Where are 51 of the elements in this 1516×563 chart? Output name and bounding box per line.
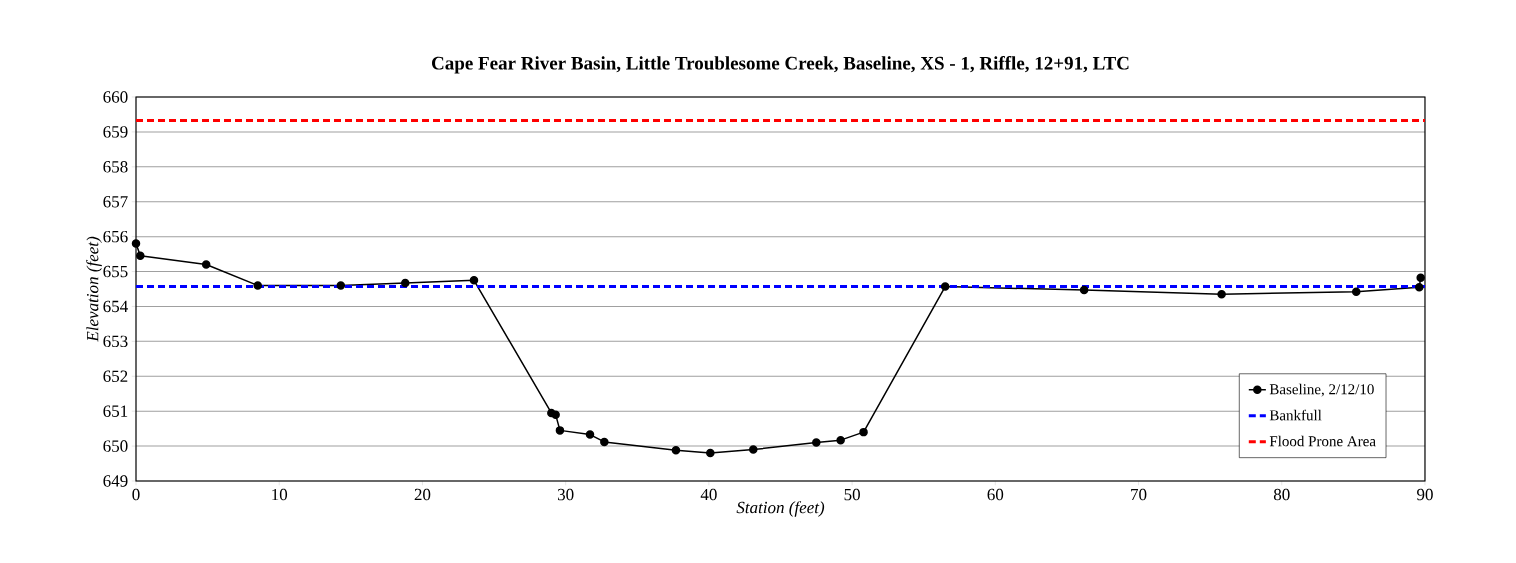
y-tick-label: 650: [103, 440, 128, 452]
x-tick-label: 0: [132, 488, 140, 501]
x-tick-label: 90: [1417, 488, 1433, 501]
point: [1416, 273, 1425, 283]
y-tick-label: 652: [103, 370, 128, 382]
y-tick-label: 649: [103, 475, 128, 487]
point: [600, 437, 609, 447]
point: [749, 445, 758, 454]
x-tick-label: 40: [700, 488, 717, 501]
point: [401, 278, 410, 288]
y-tick-label: 654: [103, 300, 128, 313]
point: [201, 260, 211, 269]
y-tick-label: 656: [103, 230, 128, 243]
point: [1079, 285, 1089, 295]
point: [859, 427, 868, 437]
y-tick-label: 651: [103, 405, 128, 417]
point: [812, 438, 821, 447]
x-tick-label: 30: [557, 488, 574, 501]
x-tick-label: 50: [844, 488, 860, 501]
point: [671, 446, 681, 455]
legend-label: Flood Prone Area: [1269, 435, 1376, 447]
y-axis-title: Elevation (feet): [86, 236, 102, 342]
x-tick-label: 10: [272, 488, 288, 501]
point: [1217, 289, 1226, 299]
legend-label: Bankfull: [1269, 409, 1322, 421]
point: [469, 276, 479, 285]
legend-label: Baseline, 2/12/10: [1269, 383, 1374, 397]
chart-title: Cape Fear River Basin, Little Troublesome Creek, Baseline, XS - 1, Riffle, 12+91, LTC: [432, 56, 1129, 74]
point: [1415, 283, 1424, 292]
point: [555, 426, 565, 435]
point: [551, 410, 560, 419]
point: [1351, 287, 1361, 297]
x-tick-label: 70: [1131, 488, 1147, 501]
point: [836, 435, 845, 445]
point: [585, 430, 595, 439]
point: [336, 281, 346, 290]
y-tick-label: 655: [103, 265, 128, 278]
y-tick-label: 658: [103, 161, 128, 173]
x-axis-title: Station (feet): [736, 501, 825, 517]
point: [940, 282, 950, 291]
y-tick-label: 653: [103, 335, 128, 348]
x-tick-label: 60: [987, 488, 1004, 501]
point: [136, 251, 145, 261]
y-tick-label: 659: [103, 126, 128, 138]
y-tick-label: 660: [103, 91, 128, 103]
y-tick-label: 657: [103, 196, 128, 208]
point: [253, 281, 262, 290]
point: [706, 448, 715, 458]
x-tick-label: 20: [414, 488, 431, 501]
point: [131, 239, 141, 248]
x-tick-label: 80: [1273, 488, 1290, 501]
